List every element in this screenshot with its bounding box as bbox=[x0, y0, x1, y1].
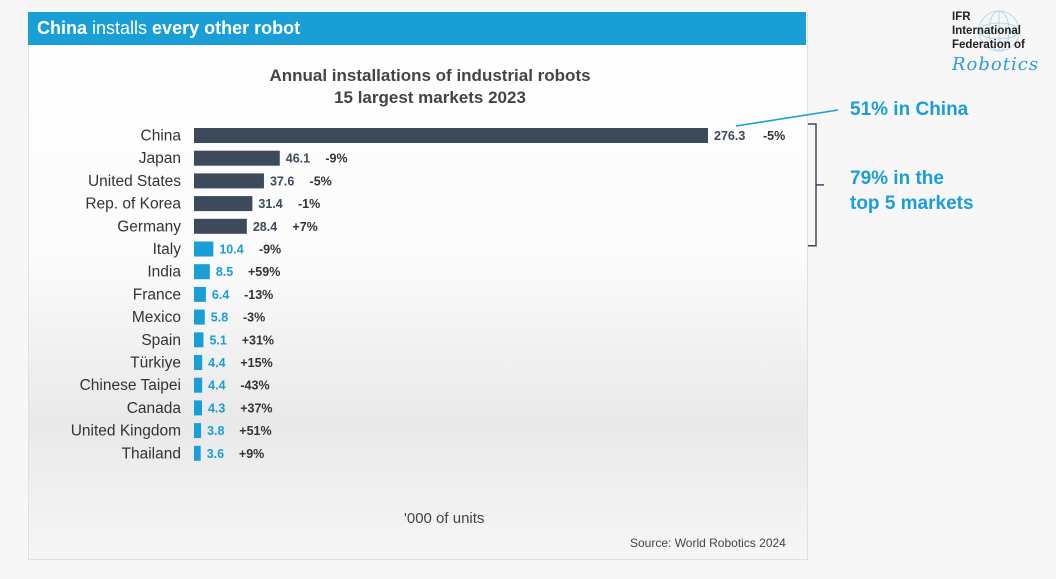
bar bbox=[194, 355, 203, 370]
value-label: 31.4 bbox=[258, 197, 282, 211]
change-label: +15% bbox=[240, 356, 272, 370]
change-label: +9% bbox=[239, 447, 264, 461]
category-label: Türkiye bbox=[130, 355, 181, 372]
headline-bold-rest: every other robot bbox=[152, 18, 301, 38]
bar bbox=[194, 377, 203, 393]
category-label: India bbox=[147, 264, 181, 281]
value-label: 3.6 bbox=[207, 447, 224, 461]
callout-china-share: 51% in China bbox=[850, 99, 969, 120]
change-label: -9% bbox=[325, 152, 347, 166]
category-label: Chinese Taipei bbox=[80, 377, 181, 394]
change-label: +59% bbox=[248, 265, 280, 279]
change-label: +51% bbox=[239, 424, 271, 438]
headline-middle: installs bbox=[87, 18, 153, 38]
bar bbox=[194, 400, 202, 416]
callout-leader-line bbox=[735, 109, 839, 127]
slide-panel bbox=[28, 12, 808, 560]
change-label: +31% bbox=[242, 333, 274, 347]
value-label: 5.8 bbox=[211, 311, 228, 325]
logo-script-robotics: Robotics bbox=[952, 54, 1040, 75]
category-label: China bbox=[141, 128, 182, 145]
headline-bold-china: China bbox=[37, 18, 88, 38]
headline-bar: China installs every other robot bbox=[28, 12, 806, 45]
logo-line-ifr: IFR bbox=[952, 11, 971, 23]
x-axis-label: '000 of units bbox=[404, 510, 485, 527]
bar bbox=[194, 423, 202, 439]
change-label: -5% bbox=[310, 174, 332, 188]
change-label: -13% bbox=[244, 288, 273, 302]
category-label: Italy bbox=[153, 241, 182, 258]
value-label: 46.1 bbox=[286, 152, 310, 166]
category-label: United Kingdom bbox=[71, 423, 181, 440]
value-label: 3.8 bbox=[207, 424, 224, 438]
bar bbox=[194, 128, 708, 143]
value-label: 5.1 bbox=[209, 333, 226, 347]
value-label: 37.6 bbox=[270, 174, 294, 188]
change-label: -1% bbox=[298, 197, 320, 211]
category-label: Canada bbox=[127, 400, 182, 417]
value-label: 28.4 bbox=[253, 220, 277, 234]
bar bbox=[194, 332, 204, 348]
bar bbox=[194, 196, 253, 212]
change-label: -3% bbox=[243, 311, 265, 325]
value-label: 4.4 bbox=[208, 379, 225, 393]
bar bbox=[194, 150, 280, 166]
bar bbox=[194, 445, 201, 461]
top5-bracket bbox=[808, 123, 817, 247]
value-label: 4.3 bbox=[208, 401, 225, 415]
change-label: +37% bbox=[240, 401, 272, 415]
value-label: 8.5 bbox=[216, 265, 233, 279]
bar bbox=[194, 309, 205, 325]
change-label: +7% bbox=[292, 220, 317, 234]
ifr-logo: IFR International Federation of Robotics bbox=[952, 10, 1052, 80]
logo-line-international: International bbox=[952, 25, 1022, 37]
change-label: -5% bbox=[763, 129, 785, 143]
value-label: 10.4 bbox=[219, 243, 243, 257]
category-label: Rep. of Korea bbox=[85, 196, 181, 213]
category-label: Germany bbox=[117, 218, 181, 235]
change-label: -9% bbox=[259, 243, 281, 257]
logo-line-federation: Federation of bbox=[952, 39, 1025, 51]
source-label: Source: World Robotics 2024 bbox=[630, 536, 786, 550]
chart-title: Annual installations of industrial robot… bbox=[269, 66, 591, 85]
callout-top5-line2: top 5 markets bbox=[850, 193, 974, 214]
callout-top5-line1: 79% in the bbox=[850, 168, 944, 189]
category-label: Spain bbox=[141, 332, 181, 349]
category-label: France bbox=[133, 286, 181, 303]
bar bbox=[194, 264, 210, 280]
category-label: Mexico bbox=[132, 309, 181, 326]
value-label: 6.4 bbox=[212, 288, 229, 302]
bar bbox=[194, 173, 264, 189]
value-label: 4.4 bbox=[208, 356, 225, 370]
category-label: Japan bbox=[139, 150, 181, 167]
value-label: 276.3 bbox=[714, 129, 745, 143]
logo-text: IFR International Federation of bbox=[952, 10, 1025, 52]
chart-subtitle: 15 largest markets 2023 bbox=[334, 88, 526, 107]
bar bbox=[194, 241, 214, 257]
category-label: United States bbox=[88, 173, 181, 190]
category-label: Thailand bbox=[122, 445, 181, 462]
bar bbox=[194, 218, 247, 234]
change-label: -43% bbox=[240, 379, 269, 393]
bar bbox=[194, 286, 206, 302]
globe-icon bbox=[978, 10, 1020, 52]
